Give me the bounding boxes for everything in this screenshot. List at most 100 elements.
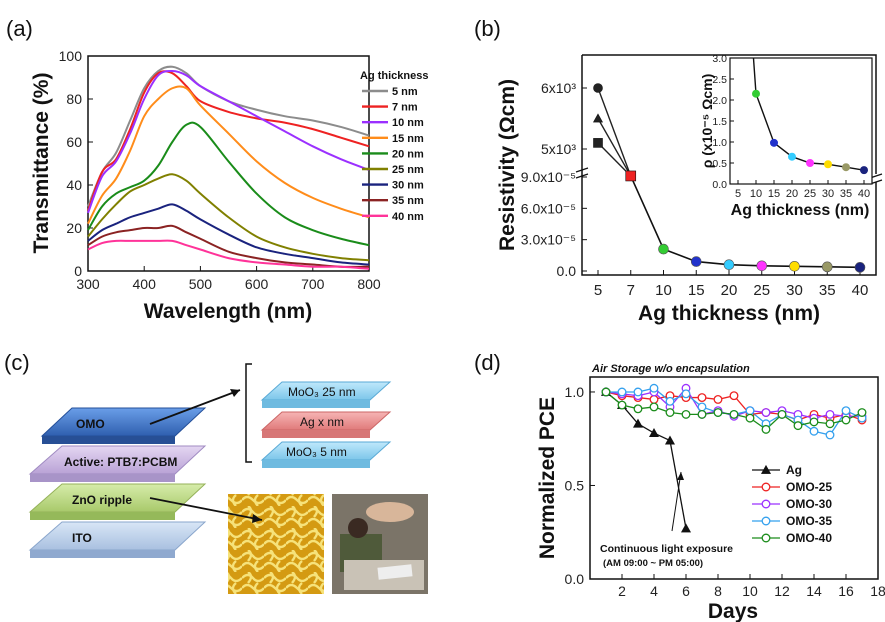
chart-b-xtick-label: 20 [721,282,738,299]
layer-ito-label: ITO [72,531,92,545]
chart-b-inset-marker-3 [806,159,814,167]
chart-a-xtick-label: 700 [301,276,325,292]
chart-b-inset-ytick-label: 2.5 [712,74,727,86]
panel-label-c: (c) [4,350,30,375]
zno-ripple-afm-image [228,494,324,594]
schematic-c: OMO Active: PTB7:PCBM ZnO ripple ITO MoO… [28,363,428,594]
chart-b-inset: 5 10 15 20 25 30 35 40 0.0 0.5 1.0 1.5 2.0 2.5 3.0 [712,53,870,200]
chart-a-series-line-7 [87,224,370,268]
chart-d-marker-4 [777,409,787,419]
chart-b-upper-marker-0 [593,138,603,148]
chart-b: 5 7 10 15 20 25 30 35 40 5x10³ 6x10³ 0.0 3.0x10⁻⁵ 6.0… [496,53,883,325]
layer-active-label: Active: PTB7:PCBM [64,455,177,469]
chart-d-marker-0 [680,523,692,533]
chart-b-inset-ytick-label: 1.5 [712,116,727,128]
chart-b-inset-xtick-label: 10 [750,188,762,200]
chart-d-annotation-line1: Continuous light exposure [600,543,733,555]
chart-d-xtick-label: 10 [742,583,758,599]
chart-b-inset-xlabel: Ag thickness (nm) [731,202,870,219]
chart-b-xtick-label: 5 [594,282,602,299]
chart-d-marker-0 [648,427,660,438]
chart-d-marker-1 [729,391,739,401]
chart-d-ytick-label: 0.5 [565,477,585,493]
chart-a-series-line-1 [87,70,370,212]
chart-a-legend: Ag thickness 5 nm 7 nm 10 nm 15 nm 20 nm 25 nm… [360,70,428,223]
chart-d-annotation-arrow-head [677,472,684,480]
omo-moo3-bottom-edge [262,460,370,468]
chart-d-marker-4 [793,421,803,431]
omo-moo3-top-label: MoO₃ 25 nm [288,385,356,399]
chart-d-legend-label-2: OMO-30 [786,497,832,511]
chart-b-ticks: 5 7 10 15 20 25 30 35 40 5x10³ 6x10³ 0.0 3.0x10⁻⁵ 6.0… [521,80,869,299]
chart-a-ytick-label: 0 [74,263,82,279]
chart-d-marker-4 [857,408,867,417]
chart-b-inset-ytick-label: 0.0 [712,179,727,191]
omo-arrow-head [230,389,240,397]
chart-d-marker-3 [633,387,643,397]
omo-moo3-bottom-label: MoO₃ 5 nm [286,445,347,459]
chart-d-xtick-label: 16 [838,583,854,599]
layer-ito-edge [30,550,175,558]
chart-d: Air Storage w/o encapsulation 2 4 6 8 10 12 14… [536,363,885,622]
chart-a-ytick-label: 20 [66,220,82,236]
chart-d-series [600,383,867,533]
chart-a-series-line-2 [87,70,370,214]
chart-d-legend-label-3: OMO-35 [786,514,832,528]
chart-d-xtick-label: 12 [774,583,790,599]
chart-a-ytick-label: 80 [66,91,82,107]
chart-d-marker-4 [809,417,819,427]
chart-d-marker-4 [761,424,771,434]
chart-b-marker-6 [789,260,800,272]
chart-d-ticks: 2 4 6 8 10 12 14 16 18 0.0 0.5 1.0 [565,384,885,599]
chart-a-frame [87,55,370,272]
omo-ag-edge [262,430,370,438]
panel-label-d: (d) [474,350,501,375]
chart-d-title: Air Storage w/o encapsulation [591,363,750,375]
chart-d-marker-2 [825,409,835,419]
chart-d-marker-3 [617,387,627,397]
chart-b-inset-ylabel: ρ (x10⁻⁵ Ωcm) [699,74,715,169]
chart-b-inset-xtick-label: 15 [768,188,780,200]
chart-d-xtick-label: 6 [682,583,690,599]
chart-d-marker-3 [745,406,755,416]
chart-d-frame [589,376,879,580]
chart-b-inset-xtick-label: 40 [858,188,870,200]
chart-d-marker-3 [649,383,659,393]
chart-a-series [87,65,370,270]
chart-d-xtick-label: 18 [870,583,885,599]
chart-d-legend-marker-0 [760,464,772,474]
chart-d-marker-1 [649,394,659,404]
chart-b-marker-5 [756,260,768,272]
chart-a-xtick-label: 800 [357,276,381,292]
chart-d-marker-0 [632,418,644,428]
layer-omo-edge [42,436,175,444]
chart-b-upper-marker-1 [592,113,604,123]
chart-d-marker-2 [761,408,771,417]
chart-d-marker-3 [841,406,851,416]
chart-b-inset-xtick-label: 35 [840,188,852,200]
chart-a-series-line-3 [87,85,370,225]
chart-d-ytick-label: 0.0 [565,571,585,587]
chart-b-inset-marker-6 [860,166,868,175]
chart-a-xtick-label: 400 [133,276,157,292]
chart-b-series-line [630,175,861,269]
chart-d-legend-marker-1 [761,482,771,492]
chart-d-xtick-label: 2 [618,583,626,599]
chart-a: 300 400 500 600 700 800 0 20 40 60 80 100 Ag thickn… [30,48,428,323]
chart-b-xtick-label: 10 [655,282,672,299]
chart-b-marker-1 [625,170,637,182]
chart-b-inset-marker-1 [770,138,778,147]
chart-d-marker-4 [681,409,691,419]
chart-d-marker-1 [713,394,723,404]
chart-d-ytick-label: 1.0 [565,384,585,400]
chart-b-upper-marker-2 [593,83,603,93]
chart-b-marker-4 [723,259,735,271]
chart-d-legend: Ag OMO-25 OMO-30 OMO-35 OMO-40 [752,463,832,545]
chart-a-xtick-label: 300 [76,276,100,292]
chart-b-xtick-label: 15 [688,282,705,299]
chart-b-lower-ytick-label: 6.0x10⁻⁵ [521,200,576,216]
chart-a-legend-label-2: 10 nm [392,117,424,129]
chart-b-inset-marker-2 [788,152,796,161]
chart-b-inset-ytick-label: 0.5 [712,158,727,170]
